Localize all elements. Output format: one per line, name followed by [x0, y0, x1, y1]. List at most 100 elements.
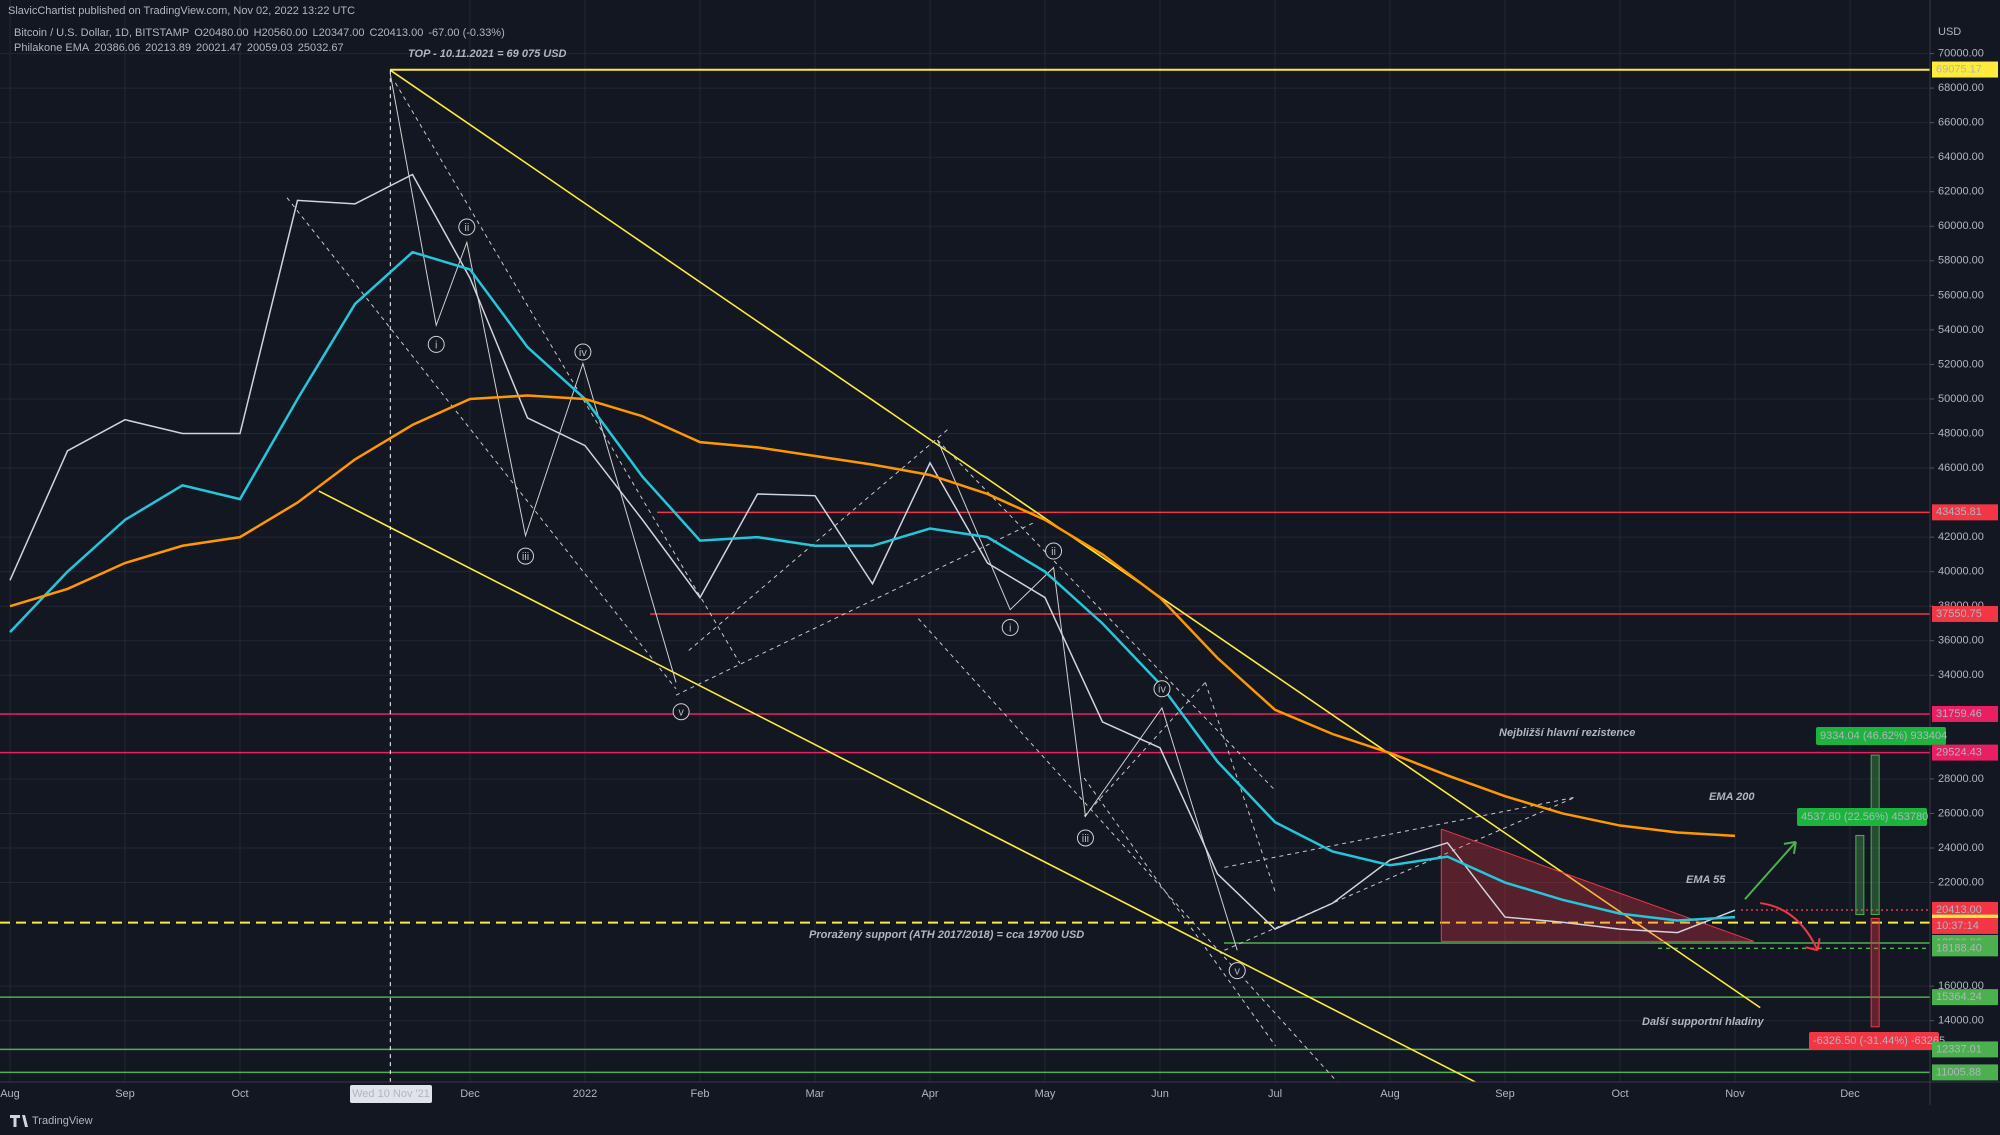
y-tick-label: 14000.00: [1938, 1015, 1984, 1027]
annotation: Proražený support (ATH 2017/2018) = cca …: [809, 929, 1084, 941]
wave-label-circle: [1045, 542, 1063, 560]
trend-line: [1224, 796, 1576, 868]
y-tick-label: 48000.00: [1938, 427, 1984, 439]
price-label: 69075.17: [1936, 63, 1982, 75]
footer: TradingView: [32, 1115, 93, 1127]
crosshair-label: Wed 10 Nov '21: [352, 1088, 430, 1100]
trend-line: [917, 618, 1338, 1082]
countdown-box: [1932, 917, 1998, 934]
wave-label-circle: [1001, 619, 1019, 637]
wave-label: i: [1009, 622, 1011, 634]
y-tick-label: 40000.00: [1938, 566, 1984, 578]
measure-bar: [1870, 754, 1880, 916]
measure-label: 4537.80 (22.56%) 453780: [1801, 811, 1928, 823]
measure-label: -6326.50 (-31.44%) -63265: [1813, 1035, 1945, 1047]
price-label-box: [1932, 901, 1998, 918]
x-tick-label: Aug: [1380, 1088, 1400, 1100]
trend-line: [318, 490, 1478, 1082]
price-label: 43435.81: [1936, 506, 1982, 518]
x-tick-label: Dec: [460, 1088, 480, 1100]
wave-label: iv: [1158, 684, 1166, 696]
wave-label: iii: [522, 551, 529, 563]
x-tick-label: May: [1035, 1088, 1056, 1100]
y-tick-label: 24000.00: [1938, 842, 1984, 854]
y-tick-label: 26000.00: [1938, 807, 1984, 819]
x-tick-label: Jun: [1151, 1088, 1169, 1100]
x-tick-label: 2022: [573, 1088, 597, 1100]
descending-triangle: [1440, 828, 1754, 942]
price-label-box: [1932, 605, 1998, 622]
price-label-box: [1932, 1041, 1998, 1058]
x-tick-label: Apr: [921, 1088, 938, 1100]
y-tick-label: 16000.00: [1938, 980, 1984, 992]
y-tick-label: 22000.00: [1938, 876, 1984, 888]
wave-label: ii: [1051, 546, 1056, 558]
wave-label: i: [435, 339, 437, 351]
x-tick-label: Aug: [0, 1088, 20, 1100]
indicator-value: 20059.03: [247, 42, 293, 54]
measure-bar: [1870, 917, 1880, 1028]
wave-label-circle: [1228, 962, 1246, 980]
x-tick-label: Dec: [1840, 1088, 1860, 1100]
price-label-box: [1932, 940, 1998, 957]
y-tick-label: 28000.00: [1938, 773, 1984, 785]
measure-label: 9334.04 (46.62%) 933404: [1820, 730, 1947, 742]
indicator-value: 25032.67: [298, 42, 344, 54]
price-label-box: [1932, 61, 1998, 78]
overlay: 70000.00 68000.00 66000.00 64000.00 62000.00…: [0, 5, 1998, 1127]
price-label-box: [1932, 989, 1998, 1006]
price-label: 15364.24: [1936, 991, 1982, 1003]
ema-line: [9, 250, 1736, 922]
ohlc-value: C20413.00: [370, 27, 424, 39]
y-tick-label: 42000.00: [1938, 531, 1984, 543]
y-tick-label: 60000.00: [1938, 220, 1984, 232]
publisher: SlavicChartist published on TradingView.…: [8, 5, 355, 17]
y-tick-label: 56000.00: [1938, 289, 1984, 301]
y-tick-label: 70000.00: [1938, 47, 1984, 59]
wave-label-circle: [1153, 680, 1171, 698]
x-tick-label: Feb: [691, 1088, 710, 1100]
annotation: TOP - 10.11.2021 = 69 075 USD: [408, 48, 567, 60]
symbol: Bitcoin / U.S. Dollar, 1D, BITSTAMP: [14, 27, 189, 39]
price-label: 18188.40: [1936, 942, 1982, 954]
arrow: [1760, 902, 1821, 952]
x-tick-label: Mar: [806, 1088, 825, 1100]
ohlc-value: -67.00 (-0.33%): [428, 27, 504, 39]
indicator-value: 20386.06: [94, 42, 140, 54]
trend-line: [1083, 682, 1206, 817]
wave-label: iii: [1082, 833, 1089, 845]
wave-label: ii: [464, 222, 469, 234]
y-tick-label: 36000.00: [1938, 635, 1984, 647]
wave-label-circle: [672, 703, 690, 721]
measure-label-box: [1797, 808, 1927, 826]
price-label-box: [1932, 705, 1998, 722]
wave-label-circle: [574, 343, 592, 361]
series-annotation: EMA 200: [1709, 791, 1755, 803]
measure-bar: [1855, 834, 1865, 916]
tv-logo: [10, 1115, 28, 1127]
trend-line: [1204, 682, 1276, 894]
wave-path: [937, 439, 1238, 951]
x-tick-label: Oct: [231, 1088, 248, 1100]
x-tick-label: Sep: [1495, 1088, 1515, 1100]
y-tick-label: 62000.00: [1938, 186, 1984, 198]
series-annotation: EMA 55: [1686, 874, 1726, 886]
price-label: 11005.88: [1936, 1066, 1981, 1078]
price-label: 31759.46: [1936, 708, 1982, 720]
y-tick-label: 34000.00: [1938, 669, 1984, 681]
trend-line: [675, 522, 1034, 696]
x-tick-label: Sep: [115, 1088, 135, 1100]
ohlc-value: H20560.00: [254, 27, 308, 39]
wave-label: iv: [579, 347, 587, 359]
annotation: Nejbližší hlavní rezistence: [1499, 727, 1635, 739]
price-label: 12337.01: [1936, 1043, 1982, 1055]
price-label-box: [1932, 504, 1998, 521]
crosshair-label-box: [350, 1085, 432, 1103]
indicator-value: 20021.47: [196, 42, 242, 54]
trend-line: [688, 426, 951, 651]
price-label: 20413.00: [1936, 904, 1982, 916]
ema-line: [9, 394, 1736, 838]
wave-label: v: [678, 707, 684, 719]
countdown: 10:37:14: [1936, 920, 1979, 932]
